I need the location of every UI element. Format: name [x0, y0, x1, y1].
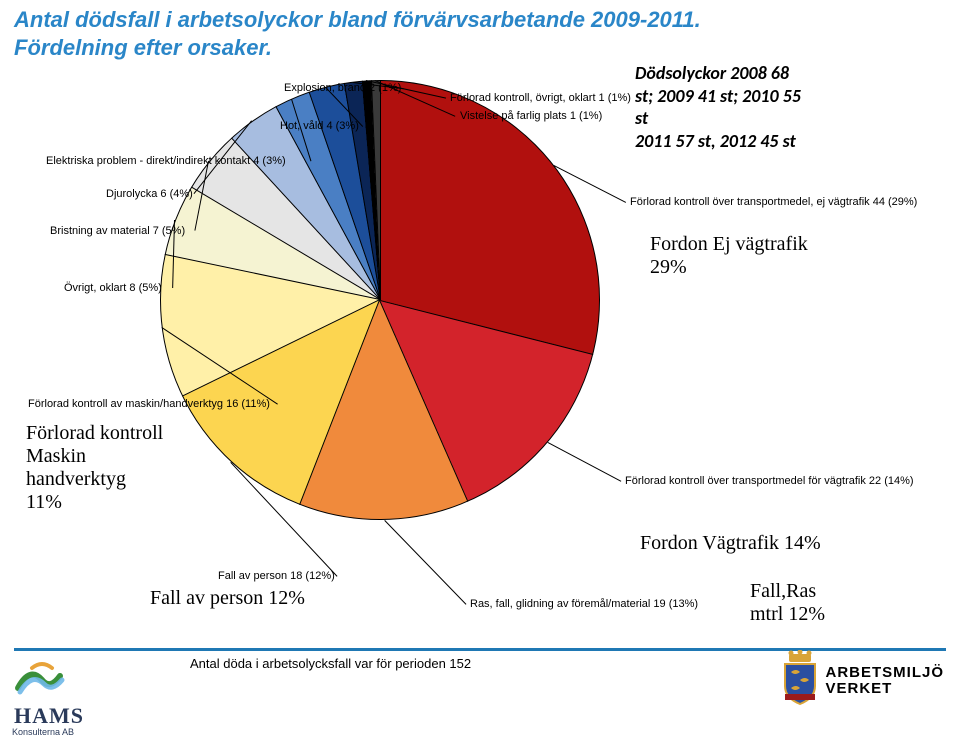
- slice-label-hot_vald: Hot, våld 4 (3%): [280, 120, 359, 132]
- hams-logo: HAMS Konsulterna AB: [12, 658, 122, 737]
- pie-chart: [160, 80, 600, 520]
- amv-text: ARBETSMILJÖ VERKET: [825, 665, 944, 697]
- slice-label-forlorad_ovrigt: Förlorad kontroll, övrigt, oklart 1 (1%): [450, 92, 631, 104]
- annotation-ann_fall_person: Fall av person 12%: [150, 587, 305, 610]
- amv-line-1: ARBETSMILJÖ: [825, 664, 944, 681]
- annotation-ann_fordon_ej: Fordon Ej vägtrafik29%: [650, 233, 808, 279]
- stats-box: Dödsolyckor 2008 68 st; 2009 41 st; 2010…: [635, 62, 801, 152]
- slice-label-fordon_vagtrafik: Förlorad kontroll över transportmedel fö…: [625, 475, 914, 487]
- slice-label-djurolycka: Djurolycka 6 (4%): [106, 188, 193, 200]
- stats-line-4: 2011 57 st, 2012 45 st: [635, 130, 801, 153]
- hams-subtitle: Konsulterna AB: [12, 727, 122, 737]
- annotation-ann_fall_ras: Fall,Rasmtrl 12%: [750, 580, 825, 626]
- annotation-ann_fordon_vag: Fordon Vägtrafik 14%: [640, 532, 821, 555]
- slice-label-vistelse_farlig: Vistelse på farlig plats 1 (1%): [460, 110, 602, 122]
- leader-line: [384, 520, 466, 605]
- chart-title: Antal dödsfall i arbetsolyckor bland för…: [0, 0, 960, 61]
- slice-label-ovrigt_oklart: Övrigt, oklart 8 (5%): [64, 282, 162, 294]
- hams-name: HAMS: [14, 703, 84, 729]
- stats-line-3: st: [635, 107, 801, 130]
- slice-label-fall_av_person: Fall av person 18 (12%): [218, 570, 335, 582]
- hams-swirl-icon: [12, 685, 68, 702]
- crest-icon: [779, 650, 821, 711]
- title-line-1: Antal dödsfall i arbetsolyckor bland för…: [14, 6, 960, 34]
- stats-line-2: st; 2009 41 st; 2010 55: [635, 85, 801, 108]
- chart-caption: Antal döda i arbetsolycksfall var för pe…: [190, 656, 471, 671]
- slice-label-ras_fall_glidning: Ras, fall, glidning av föremål/material …: [470, 598, 698, 610]
- slice-label-fordon_ej_vagtrafik: Förlorad kontroll över transportmedel, e…: [630, 196, 917, 208]
- slice-label-elektriska_problem: Elektriska problem - direkt/indirekt kon…: [46, 155, 286, 167]
- slice-label-bristning_material: Bristning av material 7 (5%): [50, 225, 185, 237]
- annotation-ann_maskin: Förlorad kontrollMaskinhandverktyg11%: [26, 422, 163, 514]
- slice-label-maskin_handverktyg: Förlorad kontroll av maskin/handverktyg …: [28, 398, 270, 410]
- title-line-2: Fördelning efter orsaker.: [14, 34, 960, 62]
- stats-line-1: Dödsolyckor 2008 68: [635, 62, 801, 85]
- amv-line-2: VERKET: [825, 680, 892, 697]
- arbetsmiljoverket-logo: ARBETSMILJÖ VERKET: [779, 650, 944, 711]
